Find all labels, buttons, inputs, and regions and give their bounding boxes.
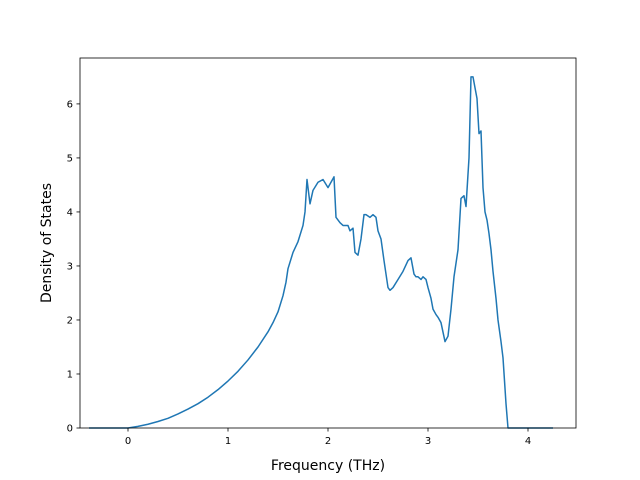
- y-axis-label: Density of States: [39, 183, 55, 303]
- y-tick-label: 3: [67, 261, 73, 272]
- y-tick-label: 2: [67, 315, 73, 326]
- axes-frame: [79, 57, 577, 429]
- x-axis-label: Frequency (THz): [271, 458, 385, 474]
- x-tick-label: 2: [325, 436, 331, 447]
- x-tick-label: 1: [225, 436, 231, 447]
- x-tick-label: 4: [525, 436, 531, 447]
- x-tick-label: 3: [425, 436, 431, 447]
- x-axis-ticks: 0 1 2 3 4: [125, 428, 531, 447]
- x-tick-label: 0: [125, 436, 131, 447]
- y-tick-label: 4: [67, 207, 73, 218]
- y-tick-label: 5: [67, 153, 73, 164]
- y-tick-label: 6: [67, 99, 73, 110]
- dos-series-line-0: [89, 76, 553, 429]
- plot-area: [89, 76, 553, 429]
- y-tick-label: 1: [67, 369, 73, 380]
- y-axis-ticks: 0 1 2 3 4 5 6: [67, 99, 80, 435]
- y-tick-label: 0: [67, 424, 73, 435]
